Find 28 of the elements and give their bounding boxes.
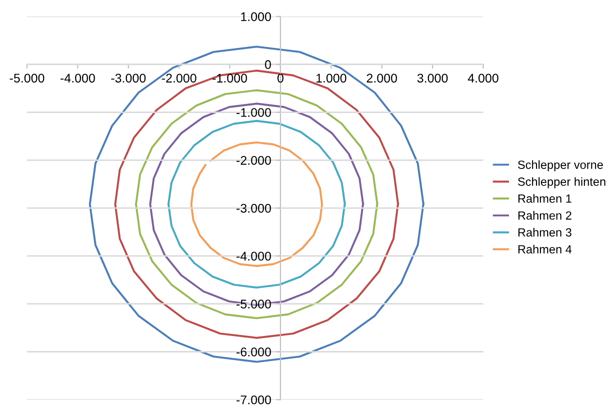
y-tick-label: -5.000 — [236, 300, 271, 308]
legend-label: Schlepper hinten — [518, 177, 606, 188]
x-tick-label: -4.000 — [60, 74, 95, 83]
legend-label: Rahmen 1 — [518, 194, 572, 203]
y-tick-label: 0 — [264, 60, 271, 70]
legend-label: Rahmen 3 — [518, 228, 572, 237]
line-series — [190, 141, 323, 267]
y-tick-label: -4.000 — [236, 252, 271, 261]
y-tick-label: -1.000 — [236, 108, 271, 117]
x-tick-label: 3.000 — [417, 74, 448, 83]
x-tick-label: 4.000 — [468, 74, 498, 83]
x-tick-label: -3.000 — [111, 74, 146, 83]
x-tick-label: -1.000 — [212, 74, 248, 83]
y-tick-label: 1.000 — [241, 12, 271, 22]
y-tick-label: -3.000 — [236, 204, 271, 213]
x-tick-label: -2.000 — [162, 74, 196, 83]
legend-label: Rahmen 4 — [518, 244, 572, 254]
x-tick-label: -5.000 — [10, 74, 44, 83]
y-tick-label: -7.000 — [236, 395, 271, 404]
y-tick-label: -2.000 — [236, 156, 271, 165]
legend-label: Schlepper vorne — [518, 160, 603, 172]
x-tick-label: 2.000 — [366, 74, 397, 83]
legend-label: Rahmen 2 — [518, 211, 572, 220]
y-tick-label: -6.000 — [236, 348, 271, 356]
line-series — [167, 120, 346, 289]
x-tick-label: 1.000 — [316, 74, 346, 83]
line-series — [135, 89, 378, 320]
x-tick-label: 0 — [277, 74, 284, 83]
